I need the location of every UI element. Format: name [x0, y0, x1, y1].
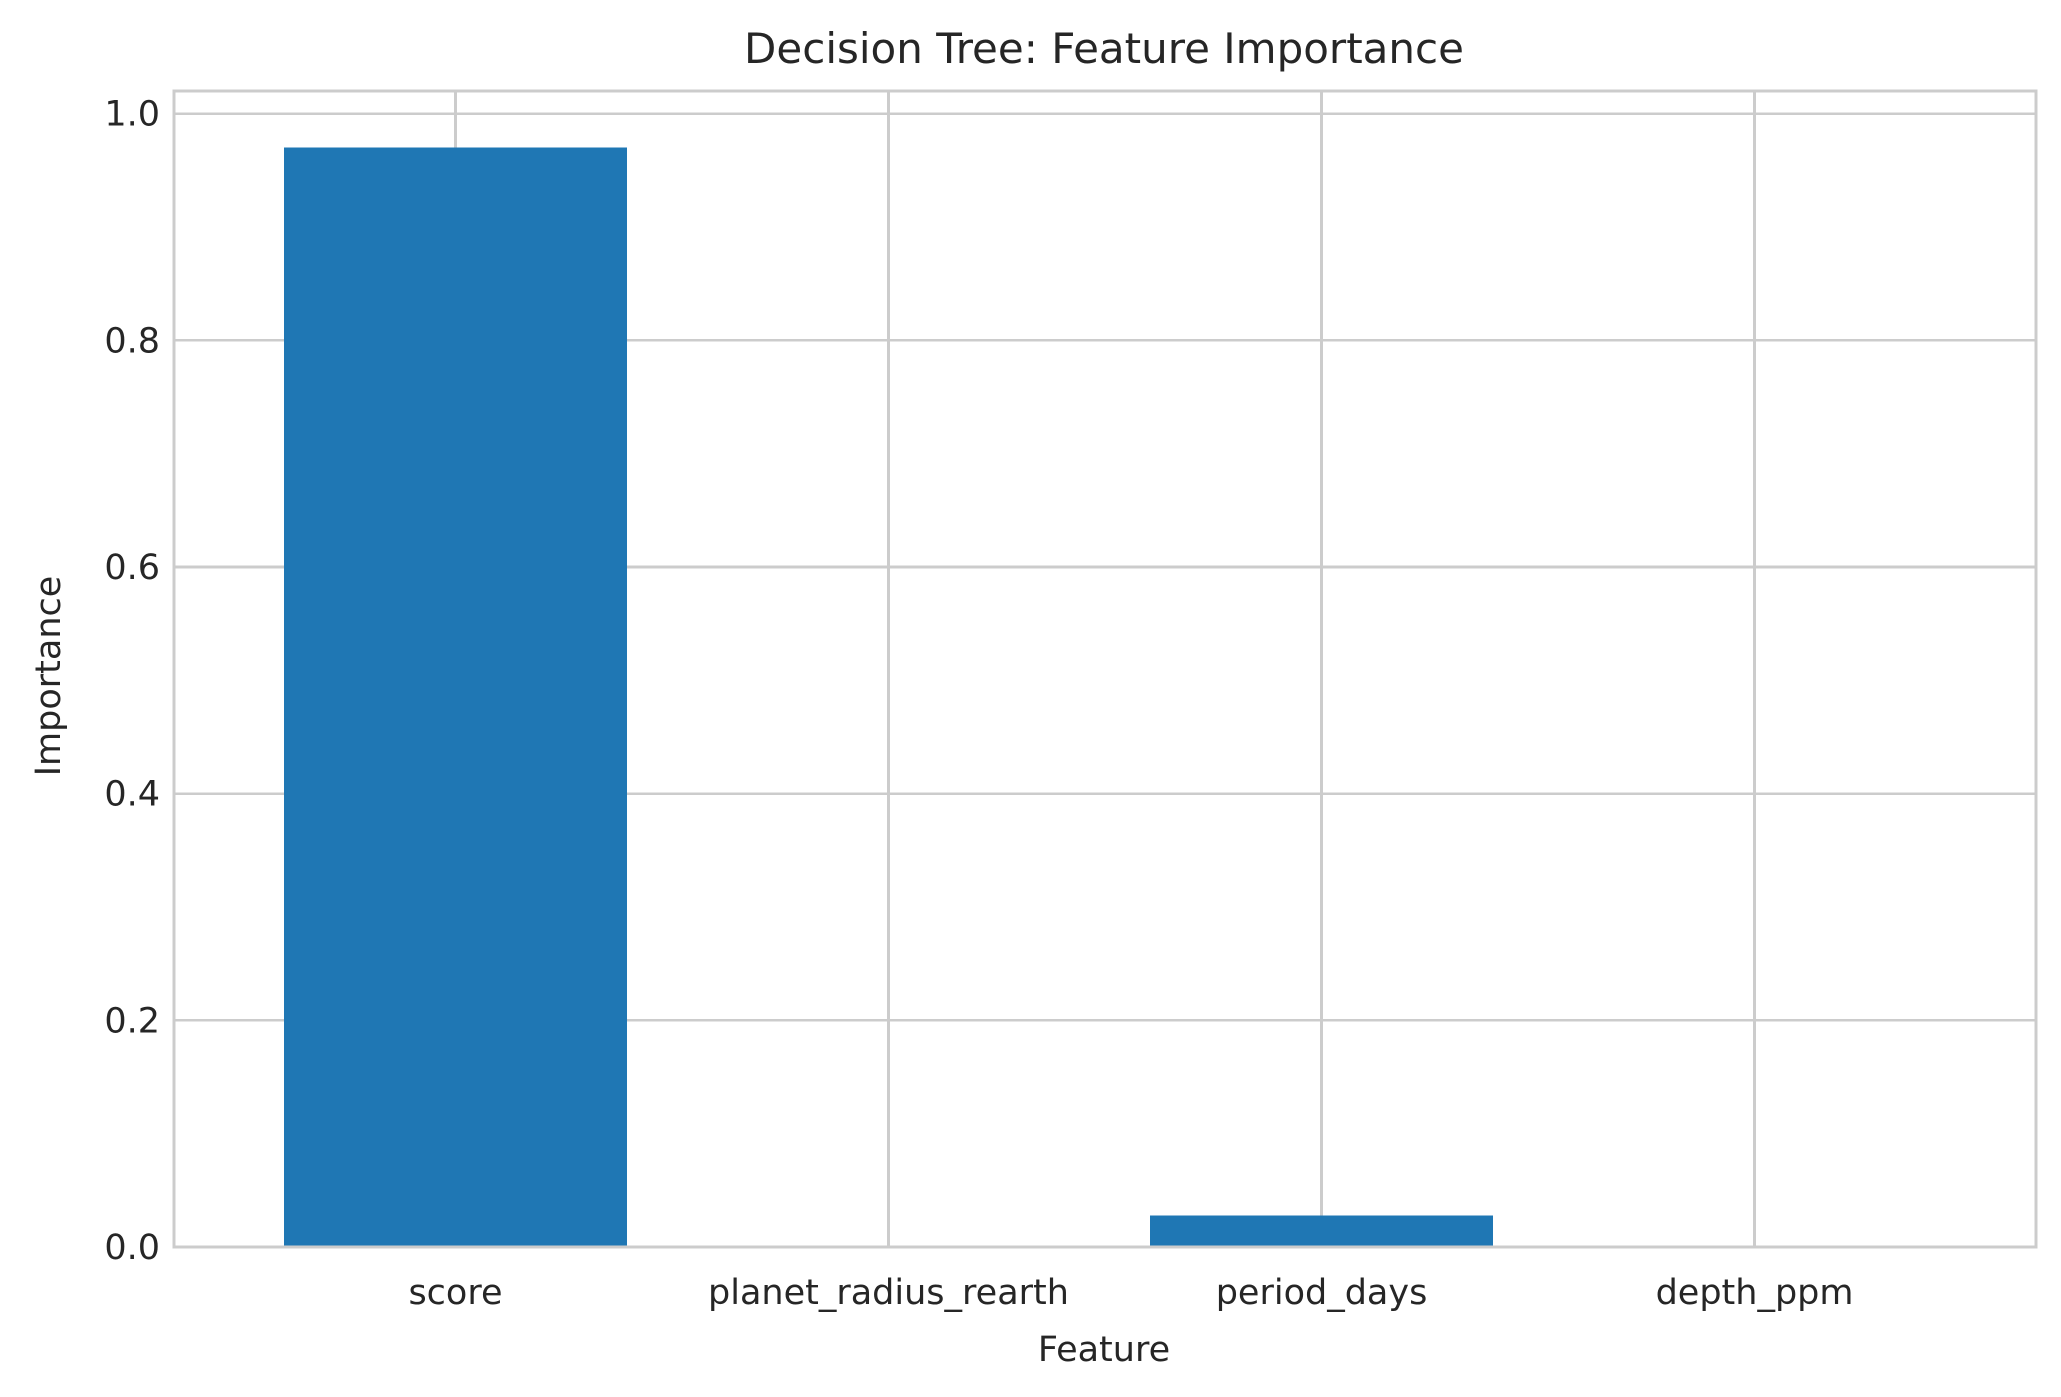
y-tick-label: 0.8 — [104, 321, 160, 361]
x-tick-label: depth_ppm — [1656, 1273, 1854, 1313]
chart-title: Decision Tree: Feature Importance — [744, 24, 1464, 73]
bar-score — [283, 147, 628, 1246]
x-tick-label: period_days — [1216, 1273, 1428, 1313]
x-tick-label: planet_radius_rearth — [708, 1273, 1069, 1313]
x-axis-label: Feature — [1038, 1330, 1170, 1370]
y-tick-label: 0.4 — [104, 775, 160, 815]
y-tick-label: 0.2 — [104, 1001, 160, 1041]
y-axis-label: Importance — [29, 576, 69, 777]
y-tick-label: 0.0 — [104, 1228, 160, 1268]
bar-period-days — [1149, 1215, 1494, 1246]
bar-layer — [283, 147, 1494, 1246]
plot-frame — [172, 89, 2038, 1249]
y-tick-label: 1.0 — [104, 95, 160, 135]
x-tick-label: score — [408, 1273, 502, 1313]
y-tick-label: 0.6 — [104, 548, 160, 588]
y-tick-labels: 0.0 0.2 0.4 0.6 0.8 1.0 — [104, 95, 160, 1268]
x-tick-labels: score planet_radius_rearth period_days dept… — [408, 1273, 1853, 1313]
